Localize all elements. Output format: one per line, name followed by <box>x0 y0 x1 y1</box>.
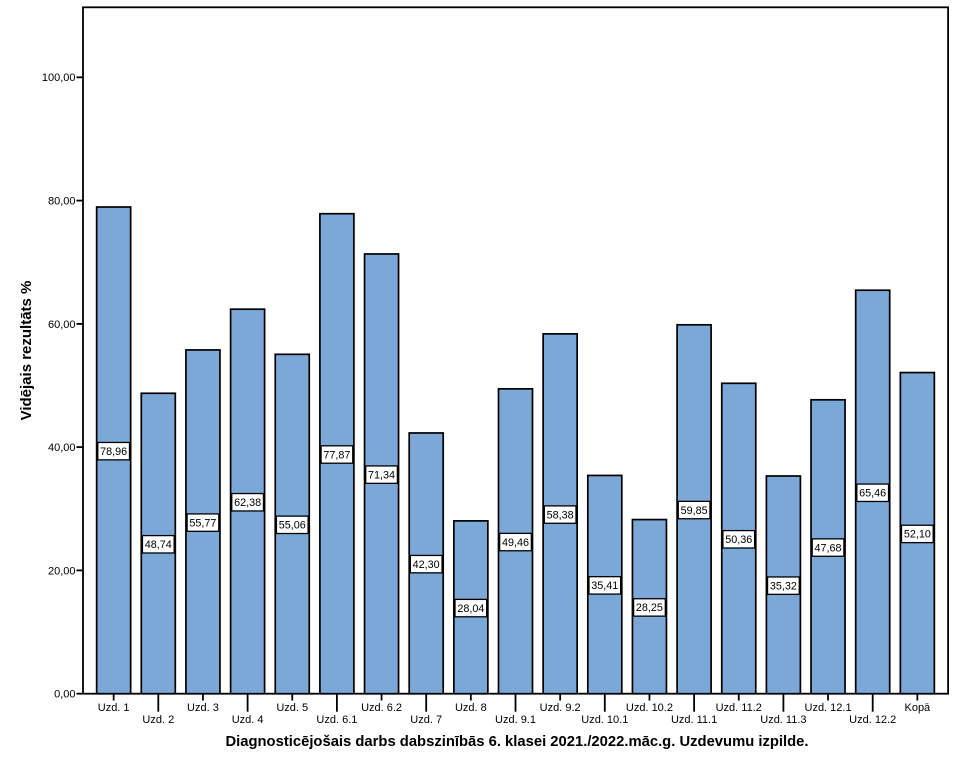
svg-text:65,46: 65,46 <box>859 488 886 500</box>
svg-text:Uzd. 5: Uzd. 5 <box>276 702 308 714</box>
svg-text:58,38: 58,38 <box>547 509 574 521</box>
svg-text:Uzd. 4: Uzd. 4 <box>232 714 264 726</box>
svg-text:28,04: 28,04 <box>457 603 484 615</box>
svg-text:Uzd. 6.1: Uzd. 6.1 <box>316 714 357 726</box>
svg-text:0,00: 0,00 <box>54 689 75 701</box>
svg-text:49,46: 49,46 <box>502 537 529 549</box>
svg-text:Uzd. 7: Uzd. 7 <box>410 714 442 726</box>
svg-text:28,25: 28,25 <box>636 602 663 614</box>
svg-text:78,96: 78,96 <box>100 446 127 458</box>
svg-text:Uzd. 3: Uzd. 3 <box>187 702 219 714</box>
svg-text:47,68: 47,68 <box>815 542 842 554</box>
svg-text:Uzd. 1: Uzd. 1 <box>98 702 130 714</box>
svg-text:59,85: 59,85 <box>681 505 708 517</box>
svg-text:Uzd. 10.1: Uzd. 10.1 <box>581 714 628 726</box>
svg-text:80,00: 80,00 <box>48 196 76 208</box>
svg-text:40,00: 40,00 <box>48 442 76 454</box>
svg-text:Uzd. 11.2: Uzd. 11.2 <box>716 702 762 714</box>
svg-text:50,36: 50,36 <box>725 534 752 546</box>
svg-text:52,10: 52,10 <box>904 529 931 541</box>
svg-text:20,00: 20,00 <box>48 565 76 577</box>
svg-text:Diagnosticējošais darbs dabszi: Diagnosticējošais darbs dabszinībās 6. k… <box>225 734 808 750</box>
svg-text:Uzd. 10.2: Uzd. 10.2 <box>626 702 673 714</box>
svg-text:Uzd. 11.1: Uzd. 11.1 <box>671 714 717 726</box>
svg-text:Uzd. 2: Uzd. 2 <box>142 714 174 726</box>
svg-text:Uzd. 9.2: Uzd. 9.2 <box>540 702 581 714</box>
svg-text:100,00: 100,00 <box>42 72 76 84</box>
svg-text:48,74: 48,74 <box>145 539 172 551</box>
svg-text:35,41: 35,41 <box>591 580 618 592</box>
svg-text:Uzd. 8: Uzd. 8 <box>455 702 487 714</box>
svg-text:35,32: 35,32 <box>770 580 797 592</box>
svg-text:71,34: 71,34 <box>368 469 395 481</box>
svg-text:Uzd. 12.2: Uzd. 12.2 <box>849 714 896 726</box>
svg-text:60,00: 60,00 <box>48 319 76 331</box>
svg-text:42,30: 42,30 <box>413 559 440 571</box>
svg-text:55,77: 55,77 <box>189 517 216 529</box>
svg-text:Kopā: Kopā <box>904 702 931 714</box>
svg-text:Uzd. 6.2: Uzd. 6.2 <box>361 702 402 714</box>
svg-text:62,38: 62,38 <box>234 497 261 509</box>
svg-text:Uzd. 9.1: Uzd. 9.1 <box>495 714 536 726</box>
svg-text:55,06: 55,06 <box>279 520 306 532</box>
svg-text:77,87: 77,87 <box>323 449 350 461</box>
svg-text:Uzd. 11.3: Uzd. 11.3 <box>760 714 806 726</box>
svg-text:Vidējais rezultāts %: Vidējais rezultāts % <box>18 281 35 421</box>
svg-text:Uzd. 12.1: Uzd. 12.1 <box>805 702 852 714</box>
